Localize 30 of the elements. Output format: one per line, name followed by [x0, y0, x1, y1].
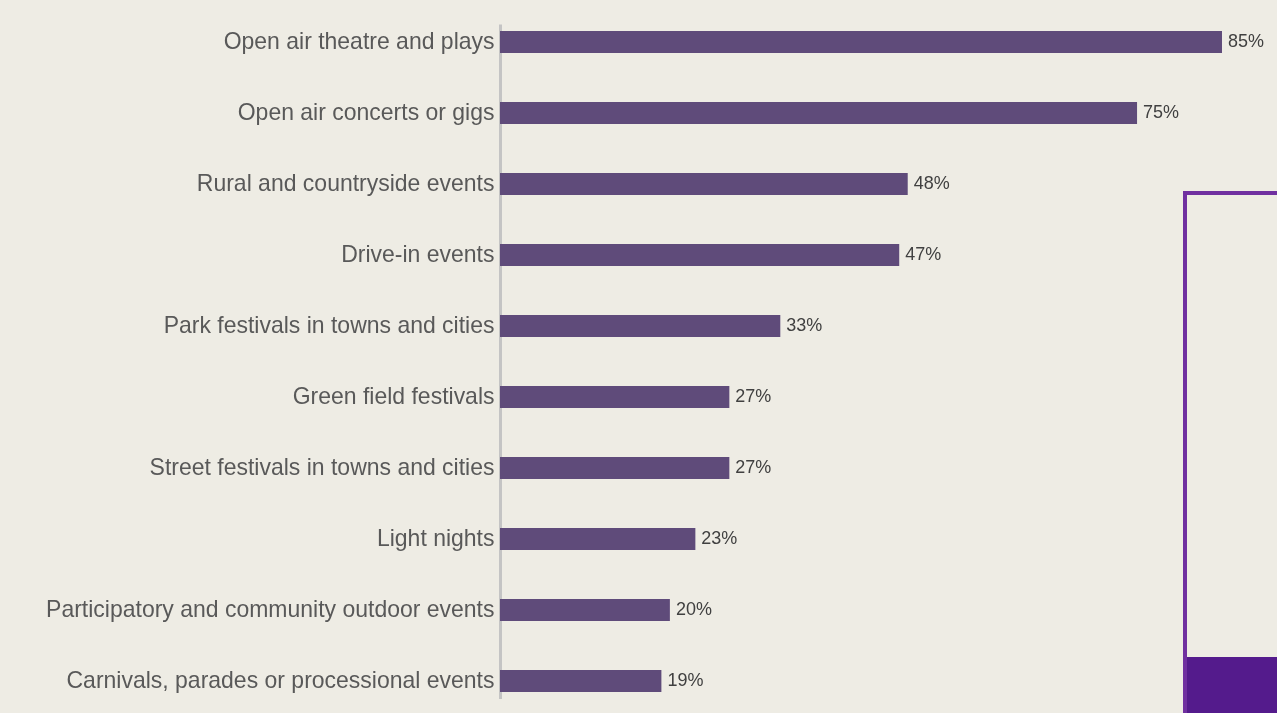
bar — [500, 599, 670, 622]
data-label: 75% — [1143, 102, 1180, 123]
y-tick-label: Green field festivals — [292, 383, 495, 410]
y-tick-label: Park festivals in towns and cities — [163, 312, 495, 339]
data-label: 48% — [913, 173, 950, 194]
bar — [500, 173, 908, 196]
bar — [500, 244, 900, 267]
data-label: 23% — [701, 528, 738, 549]
y-tick-label: Carnivals, parades or processional events — [66, 667, 495, 694]
bar — [500, 670, 662, 693]
y-tick-label: Participatory and community outdoor events — [46, 596, 495, 623]
data-label: 85% — [1227, 31, 1264, 52]
bar — [500, 457, 730, 480]
y-tick-label: Light nights — [376, 525, 495, 552]
bar — [500, 315, 781, 338]
y-tick-label: Open air theatre and plays — [223, 28, 495, 55]
y-tick-label: Drive-in events — [341, 241, 495, 268]
data-label: 27% — [735, 457, 772, 478]
data-label: 47% — [905, 244, 942, 265]
data-label: 27% — [735, 386, 772, 407]
bar — [500, 528, 696, 551]
data-label: 20% — [675, 599, 712, 620]
data-label: 19% — [667, 670, 704, 691]
y-tick-label: Street festivals in towns and cities — [149, 454, 495, 481]
y-tick-label: Rural and countryside events — [196, 170, 495, 197]
y-tick-label: Open air concerts or gigs — [237, 99, 495, 126]
bar — [500, 31, 1222, 54]
bar — [500, 102, 1138, 125]
data-label: 33% — [786, 315, 823, 336]
bar — [500, 386, 730, 409]
